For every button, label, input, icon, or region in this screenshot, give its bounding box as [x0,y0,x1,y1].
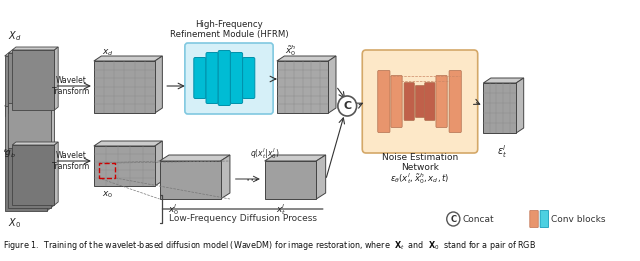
Polygon shape [94,61,155,113]
Polygon shape [12,47,58,50]
Text: $\epsilon_t^l$: $\epsilon_t^l$ [497,143,507,160]
Polygon shape [316,155,326,199]
Polygon shape [4,53,51,56]
FancyBboxPatch shape [425,82,435,121]
Polygon shape [94,56,163,61]
Text: Conv blocks: Conv blocks [551,215,605,223]
Polygon shape [155,56,163,113]
Text: $\cdots$: $\cdots$ [245,173,258,186]
Text: Low-Frequency Diffusion Process: Low-Frequency Diffusion Process [168,214,317,223]
Polygon shape [516,78,524,133]
FancyBboxPatch shape [436,75,447,128]
FancyBboxPatch shape [362,50,477,153]
FancyBboxPatch shape [540,211,548,228]
Polygon shape [51,145,54,208]
Text: $\tilde{x}_0^h$: $\tilde{x}_0^h$ [285,43,296,58]
Polygon shape [483,83,516,133]
Polygon shape [8,50,54,53]
Polygon shape [4,151,47,211]
Polygon shape [54,142,58,205]
Polygon shape [8,100,54,103]
Polygon shape [4,103,51,106]
Polygon shape [54,47,58,110]
Polygon shape [51,50,54,113]
Text: $x_t^l$: $x_t^l$ [276,202,287,217]
FancyBboxPatch shape [404,82,414,121]
Polygon shape [8,53,51,113]
FancyBboxPatch shape [185,43,273,114]
Polygon shape [277,61,328,113]
Polygon shape [4,148,51,151]
Circle shape [338,96,356,116]
Polygon shape [159,161,221,199]
FancyBboxPatch shape [391,75,402,128]
FancyBboxPatch shape [378,70,390,133]
Text: $x_0^l$: $x_0^l$ [168,202,179,217]
Text: $q(x_t^l|x_0^l)$: $q(x_t^l|x_0^l)$ [250,146,280,161]
Text: Concat: Concat [463,215,494,223]
Bar [99,163,115,178]
Polygon shape [12,145,54,205]
Text: C: C [343,101,351,111]
Text: $\epsilon_{\theta}(x_t^l, \tilde{x}_0^h, x_d, t)$: $\epsilon_{\theta}(x_t^l, \tilde{x}_0^h,… [390,171,450,186]
Polygon shape [94,146,155,186]
FancyBboxPatch shape [243,57,255,98]
Text: Noise Estimation
Network: Noise Estimation Network [382,153,458,173]
Polygon shape [265,155,326,161]
Polygon shape [8,145,54,148]
Polygon shape [47,53,51,116]
FancyBboxPatch shape [206,52,218,104]
Text: $x_0$: $x_0$ [102,189,113,199]
Text: C: C [451,215,456,223]
Polygon shape [8,103,51,153]
Text: ${}^r\!g_b$: ${}^r\!g_b$ [3,146,16,160]
Polygon shape [47,103,51,156]
Text: $X_0$: $X_0$ [8,216,21,230]
FancyBboxPatch shape [415,86,426,117]
Polygon shape [8,148,51,208]
Polygon shape [483,78,524,83]
Text: $x_d$: $x_d$ [102,48,114,58]
Polygon shape [4,56,47,116]
FancyBboxPatch shape [218,50,230,105]
Text: Figure 1.  Training of the wavelet-based diffusion model (WaveDM) for image rest: Figure 1. Training of the wavelet-based … [3,239,536,252]
Polygon shape [51,100,54,153]
FancyBboxPatch shape [194,57,206,98]
Polygon shape [159,155,230,161]
Polygon shape [12,142,58,145]
Text: Wavelet
Transform: Wavelet Transform [52,151,90,171]
Polygon shape [94,141,163,146]
Polygon shape [221,155,230,199]
Polygon shape [4,106,47,156]
Text: $X_d$: $X_d$ [8,29,22,43]
Polygon shape [155,141,163,186]
FancyBboxPatch shape [530,211,538,228]
FancyBboxPatch shape [449,70,461,133]
Polygon shape [12,50,54,110]
Text: High-Frequency
Refinement Module (HFRM): High-Frequency Refinement Module (HFRM) [170,20,288,39]
Polygon shape [265,161,316,199]
Circle shape [447,212,460,226]
Polygon shape [277,56,336,61]
Polygon shape [47,148,51,211]
Text: Wavelet
Transform: Wavelet Transform [52,76,90,96]
Polygon shape [328,56,336,113]
FancyBboxPatch shape [230,52,243,104]
